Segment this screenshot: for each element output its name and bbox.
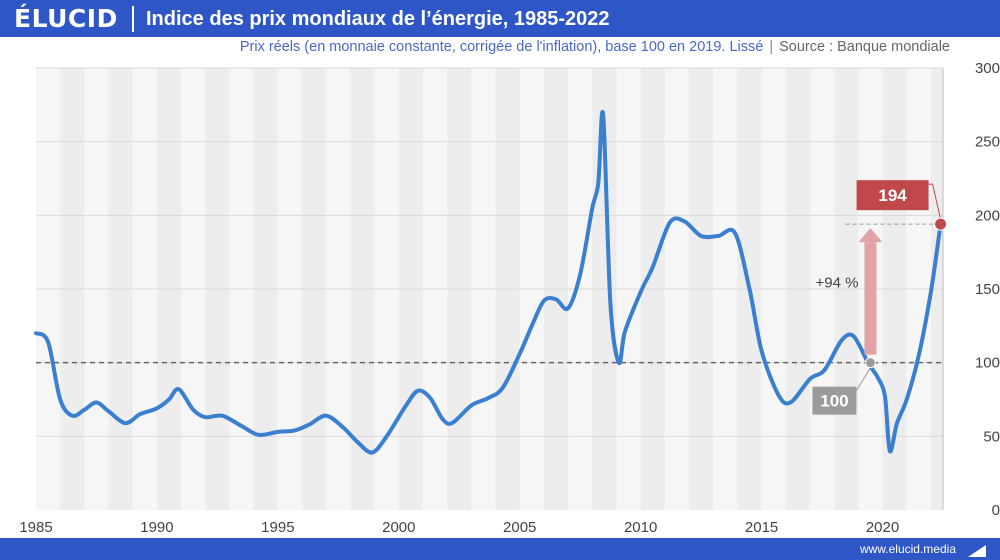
marker-2022 [934, 217, 948, 231]
marker-2019 [864, 357, 876, 369]
series-line-energy-index [34, 109, 943, 455]
y-tick-250: 250 [975, 134, 1000, 151]
header-bar: ÉLUCID Indice des prix mondiaux de l’éne… [0, 0, 1000, 37]
x-tick-1985: 1985 [19, 519, 52, 536]
y-tick-150: 150 [975, 281, 1000, 298]
x-tick-2015: 2015 [745, 519, 778, 536]
annotation-box-194 [856, 180, 929, 211]
brand-logo: ÉLUCID [14, 4, 118, 33]
x-tick-1995: 1995 [261, 519, 294, 536]
y-tick-300: 300 [975, 60, 1000, 77]
y-tick-0: 0 [992, 502, 1000, 519]
chart-title: Indice des prix mondiaux de l’énergie, 1… [146, 8, 610, 30]
y-tick-100: 100 [975, 355, 1000, 372]
leader-line-100 [856, 367, 871, 391]
footer-credit[interactable]: www.elucid.media [859, 542, 956, 556]
increase-arrow-shaft [864, 242, 877, 355]
elucid-mark-icon [968, 545, 986, 557]
annotation-label-100: 100 [820, 392, 848, 411]
annotation-label-194: 194 [878, 186, 907, 205]
footer-bar: www.elucid.media [0, 538, 1000, 560]
x-tick-2005: 2005 [503, 519, 536, 536]
x-tick-1990: 1990 [140, 519, 173, 536]
source-text: Source : Banque mondiale [779, 39, 950, 55]
y-tick-50: 50 [983, 428, 1000, 445]
x-tick-2000: 2000 [382, 519, 415, 536]
leader-line-194 [928, 183, 942, 220]
subtitle-text: Prix réels (en monnaie constante, corrig… [239, 39, 764, 55]
x-tick-2010: 2010 [624, 519, 657, 536]
increase-arrow [858, 228, 883, 355]
y-tick-labels: 0 50 100 150 200 250 300 [975, 60, 1000, 519]
header-divider [132, 6, 134, 32]
x-tick-2020: 2020 [866, 519, 899, 536]
chart-subtitle: Prix réels (en monnaie constante, corrig… [240, 38, 950, 56]
increase-label: +94 % [815, 274, 858, 291]
increase-arrow-head [858, 228, 883, 243]
subtitle-separator: | [769, 39, 774, 55]
y-tick-200: 200 [975, 207, 1000, 224]
x-tick-labels: 1985 1990 1995 2000 2005 2010 2015 2020 [19, 519, 899, 536]
annotation-box-100 [812, 386, 857, 415]
